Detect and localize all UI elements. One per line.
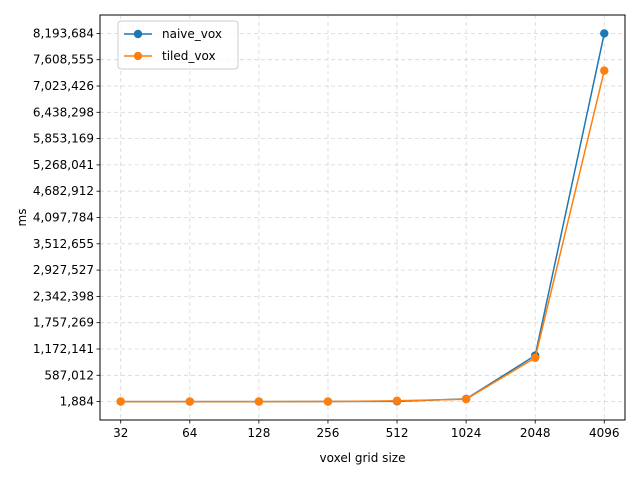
y-tick-label: 2,342,398 (33, 289, 94, 303)
y-axis-label: ms (15, 209, 29, 227)
data-point (254, 397, 264, 406)
series-layer (116, 29, 609, 406)
y-axis-ticks: 1,884 587,012 1,172,141 1,757,269 2,342,398 2… (33, 26, 100, 409)
y-tick-label: 1,884 (60, 395, 94, 409)
y-tick-label: 1,757,269 (33, 316, 94, 330)
y-tick-label: 6,438,298 (33, 105, 94, 119)
y-tick-label: 1,172,141 (33, 342, 94, 356)
legend-marker (133, 51, 143, 61)
data-point (116, 397, 125, 406)
x-tick-label: 32 (113, 426, 128, 440)
y-tick-label: 8,193,684 (33, 26, 94, 40)
y-tick-label: 4,097,784 (33, 211, 94, 225)
y-tick-label: 5,268,041 (33, 158, 94, 172)
legend-box (117, 20, 239, 70)
x-tick-label: 2048 (520, 426, 551, 440)
data-point (600, 29, 609, 38)
x-tick-label: 512 (386, 426, 409, 440)
x-tick-label: 128 (247, 426, 270, 440)
data-point (185, 397, 195, 406)
legend-marker (133, 29, 143, 39)
y-tick-label: 5,853,169 (33, 132, 94, 146)
data-point (600, 66, 609, 75)
data-point (461, 395, 471, 404)
series-tiled_vox (116, 66, 609, 406)
data-point (323, 397, 333, 406)
data-point (392, 396, 402, 405)
x-tick-label: 64 (182, 426, 197, 440)
y-tick-label: 7,023,426 (33, 79, 94, 93)
y-tick-label: 587,012 (44, 368, 94, 382)
y-tick-label: 2,927,527 (33, 263, 94, 277)
x-tick-label: 4096 (589, 426, 620, 440)
legend-label: naive_vox (162, 27, 222, 41)
y-tick-label: 4,682,912 (33, 184, 94, 198)
data-point (530, 353, 540, 363)
y-tick-label: 3,512,655 (33, 237, 94, 251)
series-line (120, 70, 606, 403)
y-tick-label: 7,608,555 (33, 53, 94, 67)
x-axis-ticks: 32 64 128 256 512 1024 2048 4096 (113, 420, 620, 440)
x-tick-label: 1024 (451, 426, 482, 440)
legend-label: tiled_vox (162, 49, 216, 63)
x-axis-label: voxel grid size (320, 451, 406, 465)
legend: naive_vox tiled_vox (117, 20, 239, 70)
x-tick-label: 256 (317, 426, 340, 440)
